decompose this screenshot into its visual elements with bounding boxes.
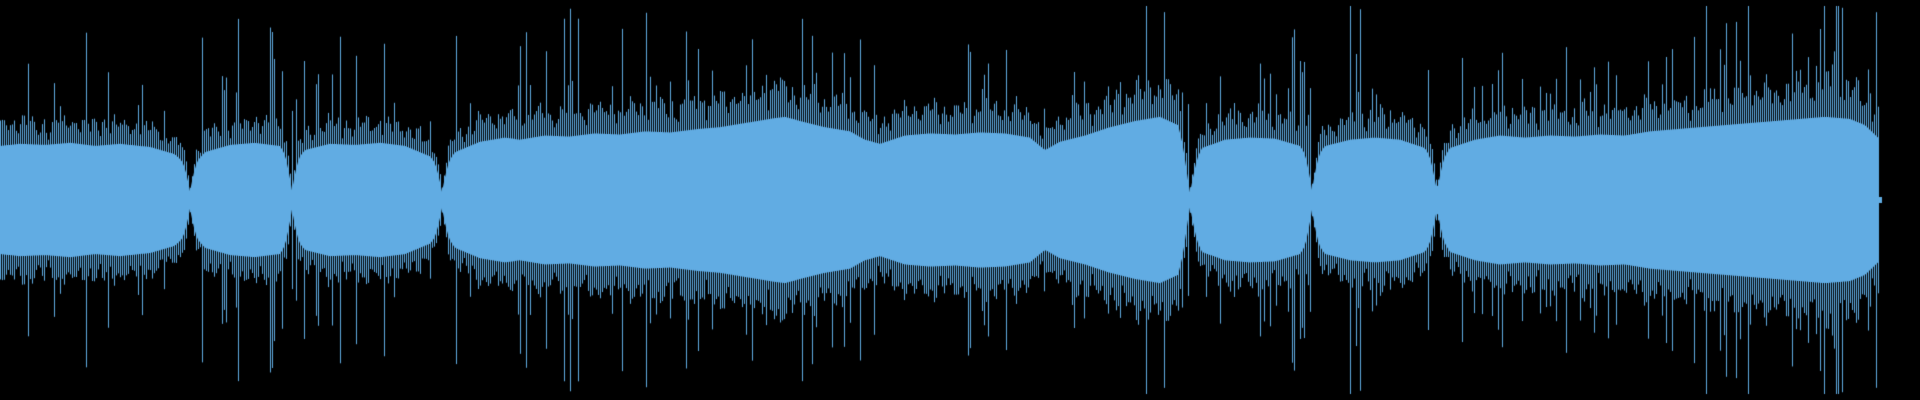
audio-waveform-canvas[interactable]	[0, 0, 1920, 400]
waveform-app: Audio Waveform	[0, 0, 1920, 400]
